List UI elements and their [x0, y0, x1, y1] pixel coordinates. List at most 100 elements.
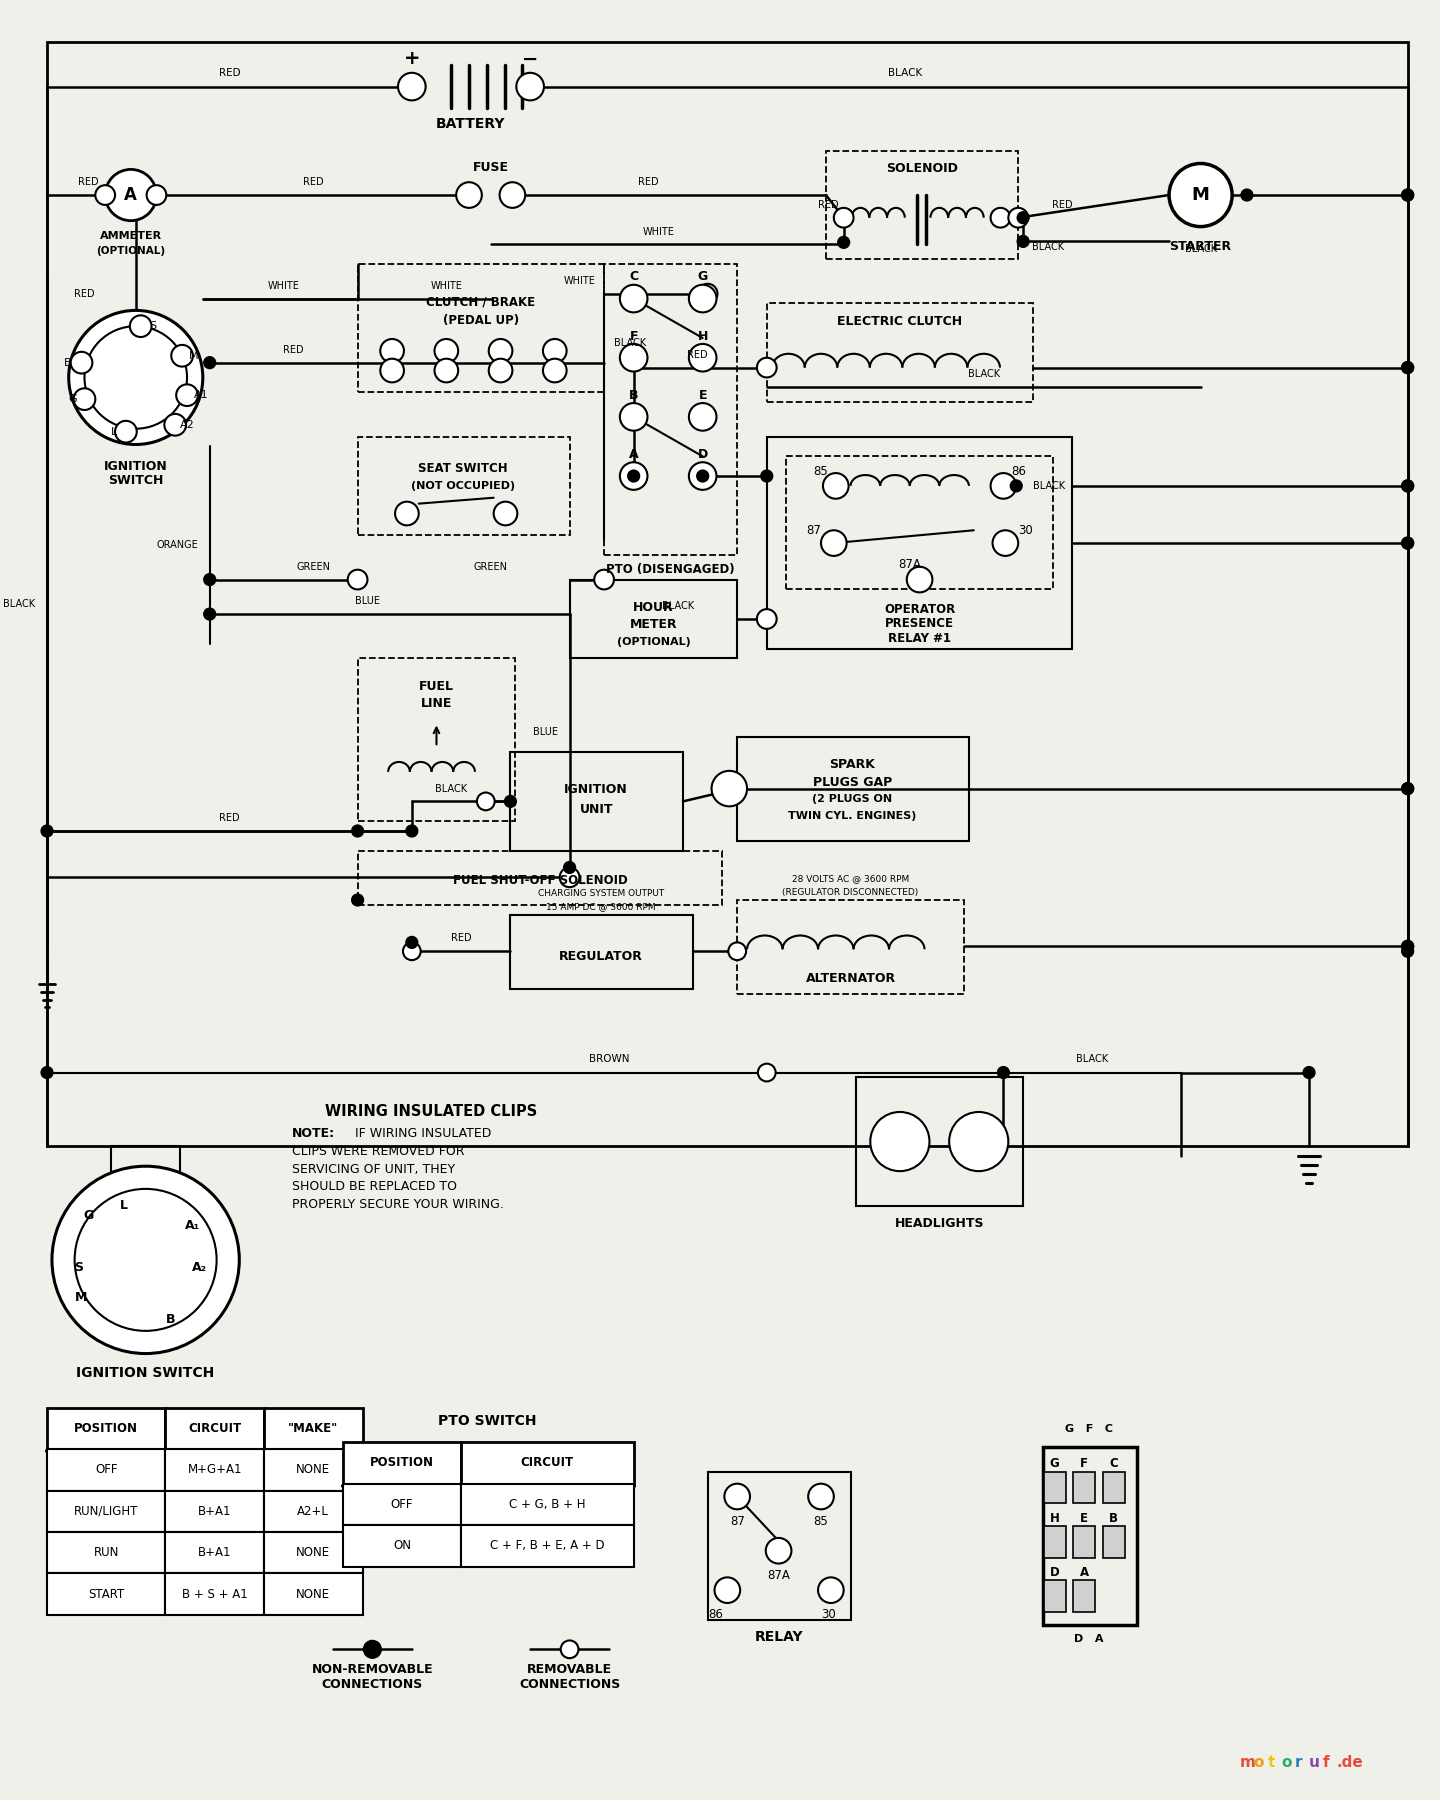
Bar	[510, 752, 683, 851]
Text: AMMETER: AMMETER	[99, 232, 161, 241]
Text: BATTERY: BATTERY	[436, 117, 505, 131]
Text: OFF: OFF	[95, 1463, 118, 1476]
Text: RED: RED	[1053, 200, 1073, 211]
Circle shape	[1401, 940, 1414, 952]
Circle shape	[406, 936, 418, 949]
Bar	[357, 265, 605, 392]
Text: PTO SWITCH: PTO SWITCH	[439, 1413, 537, 1427]
Text: ALTERNATOR: ALTERNATOR	[805, 972, 896, 985]
Circle shape	[760, 470, 773, 482]
Text: POSITION: POSITION	[75, 1422, 138, 1435]
Circle shape	[517, 72, 544, 101]
Text: C + G, B + H: C + G, B + H	[508, 1498, 585, 1510]
Text: RELAY #1: RELAY #1	[888, 632, 950, 644]
Text: C: C	[1109, 1458, 1119, 1471]
Circle shape	[1401, 940, 1414, 952]
Circle shape	[176, 385, 197, 407]
Text: REGULATOR: REGULATOR	[559, 950, 644, 963]
Circle shape	[42, 1067, 53, 1078]
Circle shape	[435, 338, 458, 362]
Text: (OPTIONAL): (OPTIONAL)	[616, 637, 690, 646]
Text: NONE: NONE	[297, 1546, 330, 1559]
Bar	[343, 1483, 461, 1525]
Circle shape	[488, 358, 513, 382]
Text: RUN/LIGHT: RUN/LIGHT	[73, 1505, 138, 1517]
Bar	[48, 41, 1408, 1147]
Text: ON: ON	[393, 1539, 410, 1552]
Text: 85: 85	[814, 464, 828, 477]
Text: RED: RED	[302, 176, 324, 187]
Bar	[264, 1490, 363, 1532]
Text: CHARGING SYSTEM OUTPUT: CHARGING SYSTEM OUTPUT	[539, 889, 664, 898]
Text: RELAY: RELAY	[755, 1631, 804, 1645]
Bar	[570, 580, 737, 659]
Text: FUSE: FUSE	[472, 160, 508, 175]
Bar	[707, 1472, 851, 1620]
Bar	[827, 151, 1018, 259]
Circle shape	[688, 344, 717, 371]
Circle shape	[698, 284, 717, 304]
Text: L: L	[111, 427, 117, 437]
Circle shape	[1011, 481, 1022, 491]
Circle shape	[1401, 362, 1414, 373]
Circle shape	[204, 574, 216, 585]
Text: BLACK: BLACK	[1076, 1053, 1109, 1064]
Circle shape	[1401, 945, 1414, 958]
Circle shape	[808, 1483, 834, 1510]
Bar	[111, 1253, 145, 1267]
Circle shape	[688, 463, 717, 490]
Text: G: G	[697, 270, 708, 283]
Circle shape	[477, 792, 495, 810]
Text: A2+L: A2+L	[297, 1505, 330, 1517]
Circle shape	[380, 338, 405, 362]
Text: A: A	[124, 185, 137, 203]
Circle shape	[1401, 783, 1414, 794]
Circle shape	[488, 338, 513, 362]
Text: CLUTCH / BRAKE: CLUTCH / BRAKE	[426, 295, 536, 308]
Text: B+A1: B+A1	[197, 1505, 232, 1517]
Text: A₁: A₁	[186, 1219, 200, 1231]
Bar	[786, 457, 1053, 589]
Circle shape	[543, 338, 566, 362]
Text: r: r	[1295, 1755, 1303, 1769]
Bar	[48, 1408, 166, 1449]
Circle shape	[1401, 481, 1414, 491]
Circle shape	[73, 389, 95, 410]
Circle shape	[991, 207, 1011, 227]
Text: RUN: RUN	[94, 1546, 120, 1559]
Text: FUEL SHUT-OFF SOLENOID: FUEL SHUT-OFF SOLENOID	[452, 873, 628, 887]
Text: D   A: D A	[1074, 1634, 1104, 1645]
Text: IGNITION: IGNITION	[104, 459, 167, 473]
Text: F: F	[1080, 1458, 1089, 1471]
Bar	[1073, 1580, 1094, 1611]
Circle shape	[1401, 362, 1414, 373]
Circle shape	[130, 315, 151, 337]
Text: 87A: 87A	[899, 558, 922, 571]
Circle shape	[1241, 189, 1253, 202]
Text: TWIN CYL. ENGINES): TWIN CYL. ENGINES)	[788, 812, 917, 821]
Circle shape	[729, 943, 746, 959]
Circle shape	[1008, 207, 1028, 227]
Circle shape	[992, 531, 1018, 556]
Text: HOUR: HOUR	[634, 601, 674, 614]
Text: 15 AMP DC @ 3600 RPM: 15 AMP DC @ 3600 RPM	[546, 902, 657, 911]
Circle shape	[619, 284, 648, 313]
Circle shape	[456, 182, 482, 207]
Circle shape	[347, 571, 367, 589]
Bar	[111, 1231, 145, 1246]
Text: BLACK: BLACK	[1032, 481, 1066, 491]
Circle shape	[494, 502, 517, 526]
Text: A: A	[1080, 1566, 1089, 1579]
Bar	[264, 1449, 363, 1490]
Circle shape	[1401, 536, 1414, 549]
Text: RED: RED	[687, 349, 708, 360]
Circle shape	[1017, 212, 1030, 223]
Circle shape	[1169, 164, 1233, 227]
Circle shape	[560, 868, 579, 887]
Circle shape	[71, 351, 92, 373]
Text: t: t	[1267, 1755, 1274, 1769]
Circle shape	[500, 182, 526, 207]
Circle shape	[1401, 536, 1414, 549]
Text: BLACK: BLACK	[613, 338, 647, 347]
Bar	[151, 1253, 186, 1267]
